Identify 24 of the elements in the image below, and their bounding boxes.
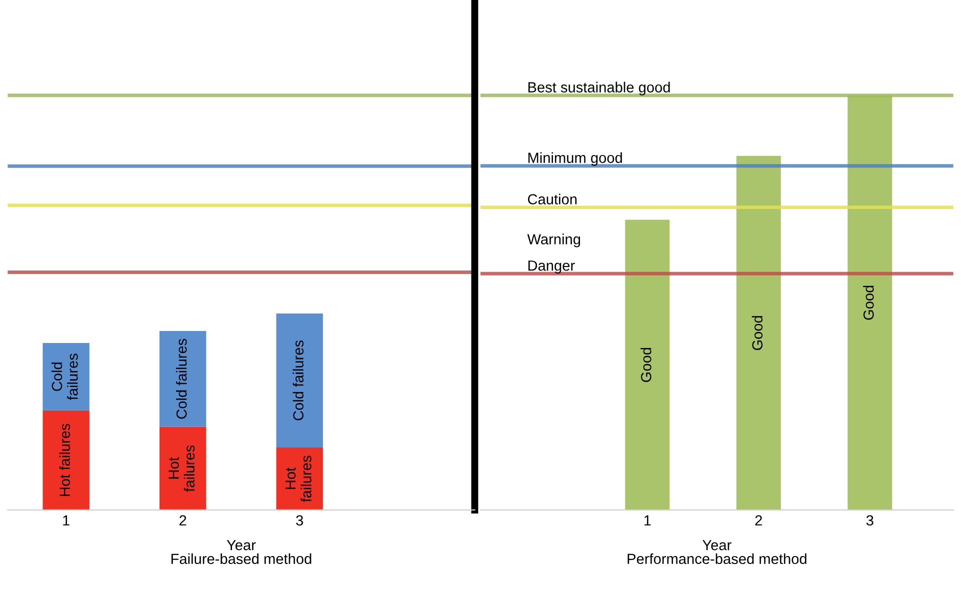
ref-line-label: Danger: [528, 260, 575, 274]
ref-line-label: Caution: [528, 194, 577, 204]
x-tick-label: 2: [180, 515, 186, 526]
text: Good: [752, 316, 763, 350]
ref-line-label: Minimum good: [528, 152, 622, 166]
x-tick-label: 2: [755, 515, 762, 526]
x-tick-label: 3: [866, 515, 874, 526]
series-label: Cold failures: [176, 338, 187, 419]
x-tick-label: 3: [296, 515, 304, 526]
text: Cold failures: [292, 340, 304, 420]
x-axis-title: Year: [702, 540, 732, 550]
x-tick-label: 1: [63, 515, 70, 526]
text: Failure-based method: [171, 553, 312, 564]
text: Hot failures: [168, 445, 195, 492]
series-label: Hot failures: [285, 456, 312, 502]
x-axis-title: Year: [226, 540, 256, 550]
text: Warning: [527, 234, 580, 248]
text: Performance-based method: [628, 553, 806, 564]
text: Good: [640, 348, 652, 382]
x-tick-label: 1: [644, 515, 651, 526]
ref-line-label: Best sustainable good: [528, 82, 670, 96]
text: Cold failures: [51, 354, 78, 400]
series-label: Good: [863, 286, 874, 320]
text: Hot failures: [59, 424, 70, 496]
